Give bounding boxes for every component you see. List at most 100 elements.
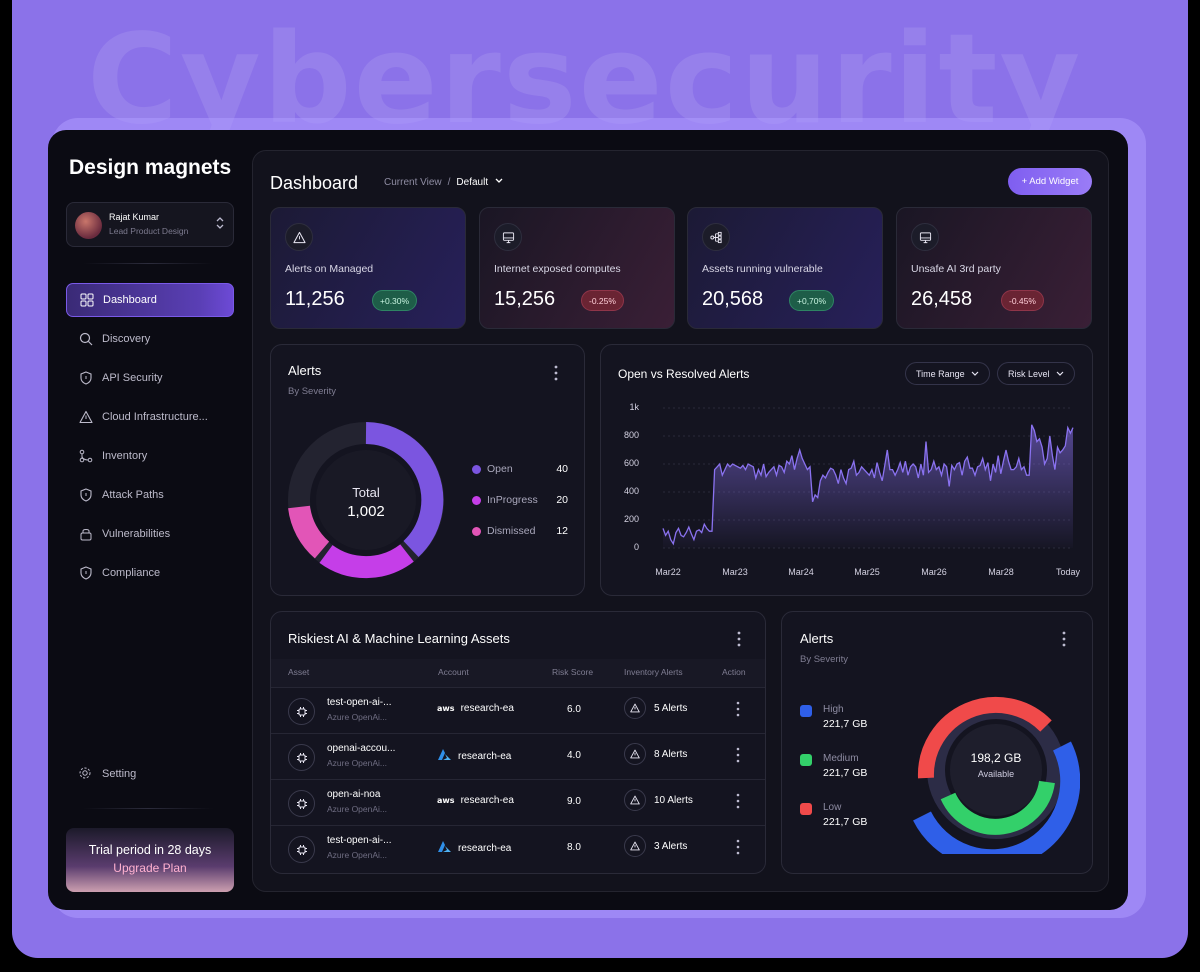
x-tick-label: Mar24: [788, 567, 814, 577]
chevron-down-icon: [1056, 371, 1063, 376]
account-cell: research-ea: [437, 841, 511, 856]
x-tick-label: Mar25: [854, 567, 880, 577]
series-line: [662, 424, 1074, 546]
stat-card-assets-vulnerable[interactable]: Assets running vulnerable 20,568 +0,70%: [687, 207, 883, 329]
table-row[interactable]: open-ai-noa Azure OpenAi... aws research…: [271, 779, 765, 825]
monitor-icon: [494, 223, 522, 251]
stat-label: Alerts on Managed: [285, 263, 374, 275]
sidebar-item-discovery[interactable]: Discovery: [66, 322, 234, 356]
warning-icon: [78, 409, 94, 425]
sidebar-item-cloud-infrastructure[interactable]: Cloud Infrastructure...: [66, 400, 234, 434]
stat-label: Assets running vulnerable: [702, 263, 823, 275]
legend-label: Dismissed: [487, 525, 536, 537]
view-select[interactable]: Default: [456, 177, 489, 188]
card-title: Open vs Resolved Alerts: [618, 367, 750, 381]
sidebar-item-inventory[interactable]: Inventory: [66, 439, 234, 473]
stat-card-unsafe-ai[interactable]: Unsafe AI 3rd party 26,458 -0.45%: [896, 207, 1092, 329]
asset-name[interactable]: open-ai-noa: [327, 789, 381, 800]
severity-swatch: [800, 803, 812, 815]
legend-dot: [472, 464, 481, 474]
card-subtitle: By Severity: [800, 654, 849, 665]
table-row[interactable]: test-open-ai-... Azure OpenAi... aws res…: [271, 687, 765, 733]
alerts-storage-card: Alerts By Severity High 221,7 GB Medium 22…: [781, 611, 1093, 874]
riskiest-assets-card: Riskiest AI & Machine Learning Assets As…: [270, 611, 766, 874]
stat-card-internet-exposed[interactable]: Internet exposed computes 15,256 -0.25%: [479, 207, 675, 329]
more-vertical-icon[interactable]: [737, 631, 741, 647]
x-tick-label: Mar28: [988, 567, 1014, 577]
severity-value: 221,7 GB: [823, 767, 868, 779]
sidebar-item-label: Inventory: [102, 450, 148, 462]
git-branch-icon: [78, 448, 94, 464]
monitor-icon: [911, 223, 939, 251]
asset-name[interactable]: openai-accou...: [327, 743, 396, 754]
gear-icon: [78, 766, 94, 782]
alerts-donut-chart: [288, 422, 444, 579]
stat-card-alerts-managed[interactable]: Alerts on Managed 11,256 +0.30%: [270, 207, 466, 329]
y-tick-label: 0: [633, 542, 639, 552]
trial-banner[interactable]: Trial period in 28 days Upgrade Plan: [66, 828, 234, 892]
sidebar-item-attack-paths[interactable]: Attack Paths: [66, 478, 234, 512]
alerts-count: 3 Alerts: [654, 840, 688, 852]
risk-score: 9.0: [567, 796, 581, 807]
chip-icon: [288, 744, 315, 771]
breadcrumb-label: Current View: [384, 177, 442, 188]
more-vertical-icon[interactable]: [554, 365, 558, 381]
account-name: research-ea: [458, 751, 512, 762]
series-area: [663, 424, 1073, 548]
table-header: [271, 659, 765, 687]
inventory-alerts-cell: 8 Alerts: [624, 743, 687, 765]
table-row[interactable]: test-open-ai-... Azure OpenAi... researc…: [271, 825, 765, 871]
row-action-menu-icon[interactable]: [736, 839, 740, 855]
severity-item-medium: Medium 221,7 GB: [800, 753, 867, 779]
sidebar-item-compliance[interactable]: Compliance: [66, 556, 234, 590]
stat-label: Internet exposed computes: [494, 263, 621, 275]
sidebar-item-api-security[interactable]: API Security: [66, 361, 234, 395]
add-widget-button[interactable]: + Add Widget: [1008, 168, 1092, 195]
severity-value: 221,7 GB: [823, 816, 868, 828]
asset-type: Azure OpenAi...: [327, 804, 388, 814]
card-title: Riskiest AI & Machine Learning Assets: [288, 631, 510, 646]
legend-value: 40: [556, 463, 568, 475]
upgrade-plan-link[interactable]: Upgrade Plan: [113, 861, 187, 875]
risk-level-dropdown[interactable]: Risk Level: [997, 362, 1075, 385]
y-tick-label: 400: [623, 486, 639, 496]
stat-value: 26,458: [911, 288, 973, 310]
x-tick-label: Today: [1055, 567, 1081, 577]
sidebar-divider: [83, 808, 213, 809]
table-row[interactable]: openai-accou... Azure OpenAi... research…: [271, 733, 765, 779]
avatar: [75, 212, 102, 239]
user-role: Lead Product Design: [109, 226, 189, 236]
time-range-dropdown[interactable]: Time Range: [905, 362, 990, 385]
sidebar-item-dashboard[interactable]: Dashboard: [66, 283, 234, 317]
stat-change-badge: -0.25%: [581, 290, 624, 311]
inventory-alerts-cell: 5 Alerts: [624, 697, 687, 719]
chip-icon: [288, 698, 315, 725]
user-switcher[interactable]: Rajat Kumar Lead Product Design: [66, 202, 234, 247]
row-action-menu-icon[interactable]: [736, 747, 740, 763]
more-vertical-icon[interactable]: [1062, 631, 1066, 647]
row-action-menu-icon[interactable]: [736, 701, 740, 717]
alerts-severity-card: Alerts By Severity Total 1,002 Open 40 I…: [270, 344, 585, 596]
sidebar-item-vulnerabilities[interactable]: Vulnerabilities: [66, 517, 234, 551]
shield-icon: [78, 370, 94, 386]
severity-swatch: [800, 754, 812, 766]
asset-name[interactable]: test-open-ai-...: [327, 697, 392, 708]
asset-name[interactable]: test-open-ai-...: [327, 835, 392, 846]
severity-item-low: Low 221,7 GB: [800, 802, 867, 828]
setting-label: Setting: [102, 768, 137, 780]
chevron-down-icon[interactable]: [494, 177, 504, 188]
risk-score: 8.0: [567, 842, 581, 853]
network-icon: [702, 223, 730, 251]
shield-icon: [78, 565, 94, 581]
sidebar-item-setting[interactable]: Setting: [78, 766, 136, 782]
row-action-menu-icon[interactable]: [736, 793, 740, 809]
card-title: Alerts: [800, 631, 834, 646]
legend-item-open: Open 40: [472, 463, 568, 475]
azure-logo-icon: [437, 841, 452, 856]
warning-icon: [624, 697, 646, 719]
warning-icon: [624, 743, 646, 765]
account-name: research-ea: [460, 703, 514, 714]
open-vs-resolved-card: Open vs Resolved Alerts Time Range Risk …: [600, 344, 1093, 596]
shield-icon: [78, 487, 94, 503]
legend-value: 12: [556, 525, 568, 537]
